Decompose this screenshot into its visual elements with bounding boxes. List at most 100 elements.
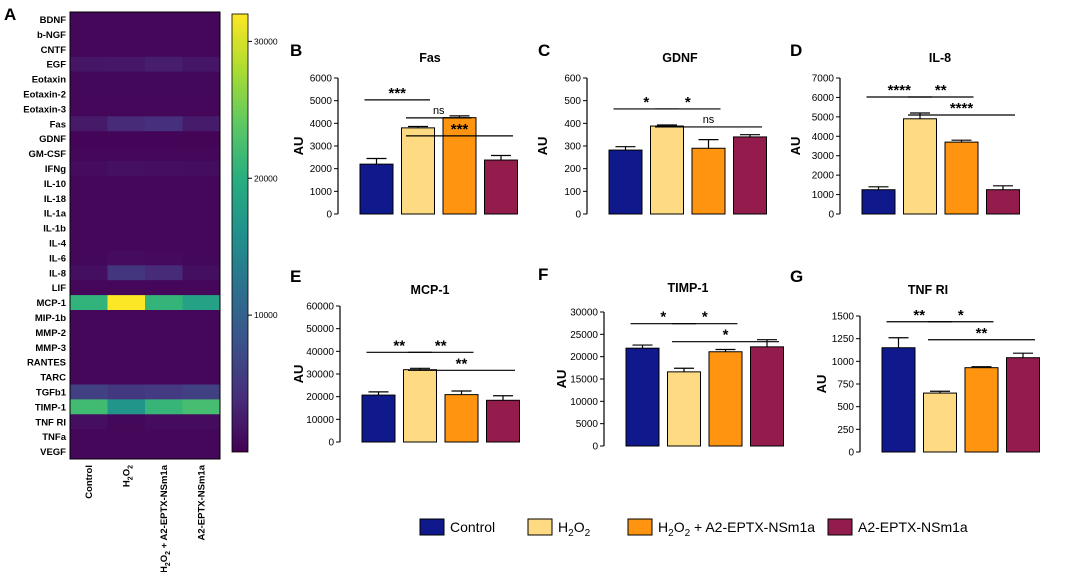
y-tick-label: 1000 — [310, 187, 333, 198]
significance-label: ** — [935, 82, 947, 99]
heatmap-cell — [145, 26, 183, 43]
heatmap-cell — [145, 131, 183, 147]
bar-h2o2 — [650, 125, 684, 215]
bar-h2o2-a2 — [444, 394, 479, 443]
legend-swatch-h2o2-a2 — [627, 518, 653, 536]
y-tick-label: 30000 — [570, 308, 598, 319]
heatmap-cell — [182, 310, 221, 326]
heatmap-cell — [145, 399, 183, 415]
y-tick-label: 5000 — [576, 419, 599, 430]
heatmap-row-label: TNF RI — [35, 417, 66, 428]
y-tick-label: 4000 — [812, 132, 835, 143]
heatmap-row-label: IL-8 — [49, 268, 66, 279]
heatmap-row-label: IL-10 — [44, 179, 66, 190]
heatmap-cell — [70, 339, 108, 356]
heatmap-cell — [145, 71, 183, 87]
heatmap-row-label: IFNg — [45, 164, 66, 175]
y-tick-label: 0 — [848, 448, 854, 459]
bar-control — [861, 189, 896, 215]
y-axis-label-b: AU — [291, 137, 306, 156]
heatmap-cell — [70, 161, 108, 177]
y-tick-label: 5000 — [812, 112, 835, 123]
bar-control — [361, 394, 396, 443]
heatmap-cell — [182, 56, 221, 72]
heatmap-cell — [182, 414, 221, 430]
heatmap-cell — [70, 71, 108, 87]
y-tick-label: 30000 — [306, 370, 334, 381]
heatmap-col-label: Control — [84, 465, 95, 499]
heatmap-cell — [107, 235, 146, 251]
heatmap-cell — [107, 265, 146, 281]
legend-swatch-control — [419, 518, 445, 536]
bar-h2o2-a2 — [442, 117, 477, 215]
y-tick-label: 0 — [592, 442, 598, 453]
heatmap-cell — [182, 369, 221, 385]
colorbar-ticks: 10000 20000 30000 — [248, 36, 278, 320]
heatmap-cell — [145, 280, 183, 296]
y-tick-label: 20000 — [570, 352, 598, 363]
heatmap-cell — [107, 12, 146, 28]
legend-swatch-a2 — [827, 518, 853, 536]
colorbar-tick-label: 10000 — [254, 310, 278, 320]
panel-label-c: C — [538, 41, 550, 60]
heatmap-cell — [107, 399, 146, 415]
significance-label: * — [958, 307, 964, 324]
y-tick-label: 0 — [328, 438, 334, 449]
heatmap-cell — [145, 250, 183, 266]
heatmap-cell — [70, 26, 108, 43]
legend-item-h2o2-a2: H2O2 + A2-EPTX-NSm1a — [627, 518, 815, 539]
heatmap-cell — [107, 175, 146, 192]
y-tick-label: 250 — [837, 425, 854, 436]
heatmap-row-label: TNFa — [42, 432, 66, 443]
heatmap-cell — [107, 220, 146, 236]
bar-control — [625, 347, 660, 447]
legend-label-h2o2: H2O2 — [558, 519, 591, 539]
heatmap-cell — [182, 280, 221, 296]
heatmap-row-label: Eotaxin-2 — [23, 89, 66, 100]
heatmap-cell — [70, 414, 108, 430]
colorbar-tick-label: 30000 — [254, 36, 278, 46]
heatmap-cell — [107, 146, 146, 162]
y-tick-label: 5000 — [310, 96, 333, 107]
heatmap-cell — [107, 131, 146, 147]
legend-label-control: Control — [450, 519, 495, 535]
heatmap-cell — [182, 339, 221, 356]
panel-label-g: G — [790, 267, 803, 286]
y-tick-label: 500 — [564, 96, 581, 107]
y-tick-label: 0 — [326, 210, 332, 221]
y-axis-label-e: AU — [291, 365, 306, 384]
y-tick-label: 40000 — [306, 347, 334, 358]
heatmap-cell — [70, 235, 108, 251]
heatmap-row-label: MMP-2 — [35, 328, 66, 339]
y-tick-label: 4000 — [310, 119, 333, 130]
heatmap-cell — [145, 190, 183, 207]
bar-a2 — [733, 136, 767, 215]
y-tick-label: 10000 — [306, 415, 334, 426]
heatmap-row-label: IL-6 — [49, 253, 66, 264]
panel-label-d: D — [790, 41, 802, 60]
significance-label: ** — [456, 355, 468, 372]
heatmap-cell — [145, 324, 183, 341]
heatmap-cell — [145, 235, 183, 251]
y-tick-label: 300 — [564, 142, 581, 153]
y-axis-label-g: AU — [814, 375, 829, 394]
panel-c: C GDNF 0 100 200 300 400 500 600 AU * * ns — [535, 41, 767, 221]
bar-a2 — [750, 346, 784, 447]
panel-b: B Fas 0 1000 2000 3000 4000 5000 6000 AU *** ns *** — [290, 41, 518, 221]
heatmap-cell — [107, 161, 146, 177]
heatmap-cell — [107, 26, 146, 43]
heatmap-cell — [182, 205, 221, 221]
heatmap-row-label: TARC — [40, 373, 66, 384]
heatmap-cell — [70, 190, 108, 207]
chart-title-e: MCP-1 — [411, 283, 450, 297]
heatmap-row-label: GDNF — [39, 134, 66, 145]
significance-label: ** — [913, 307, 925, 324]
significance-label: * — [723, 327, 729, 344]
heatmap-row-label: GM-CSF — [29, 149, 67, 160]
heatmap-cell — [70, 280, 108, 296]
significance-label: * — [702, 309, 708, 326]
heatmap-cell — [70, 86, 108, 102]
heatmap-cell — [145, 414, 183, 430]
heatmap-row-label: Fas — [50, 119, 66, 130]
